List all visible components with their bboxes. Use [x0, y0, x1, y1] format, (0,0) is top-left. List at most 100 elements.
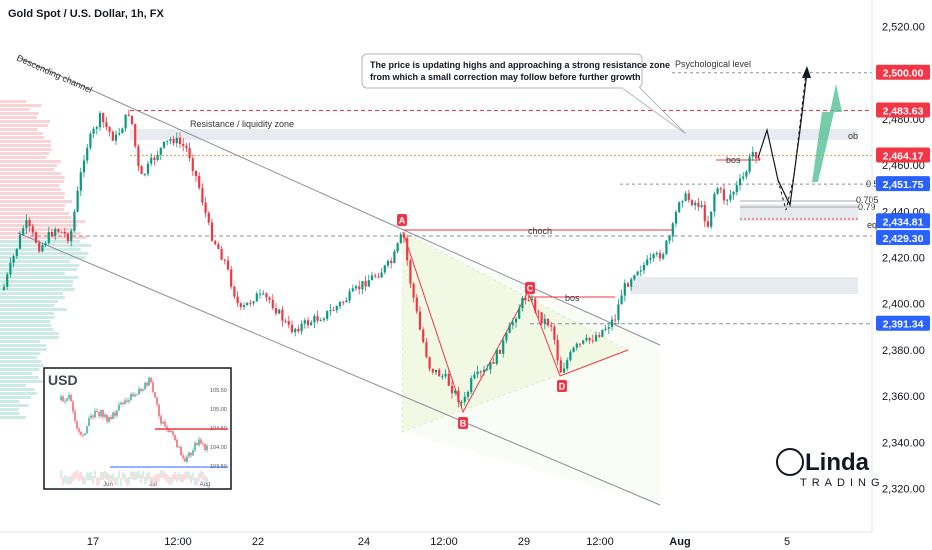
volume-profile-bar: [0, 160, 61, 163]
brand-text: Linda: [805, 449, 870, 476]
volume-profile-bar: [0, 380, 43, 383]
inset-volume-bar: [158, 473, 160, 482]
volume-profile-bar: [0, 280, 74, 283]
inset-volume-bar: [90, 472, 92, 481]
volume-profile-bar: [0, 332, 60, 335]
candle-body: [367, 280, 370, 287]
candle-body: [342, 302, 345, 304]
candle-body: [687, 193, 690, 201]
price-tag: [876, 102, 930, 118]
inset-volume-bar: [180, 474, 182, 483]
candle-body: [633, 275, 636, 280]
candle-body: [412, 283, 415, 298]
candle-body: [185, 145, 188, 148]
candle-body: [543, 318, 546, 324]
green-up-arrow: [812, 84, 842, 182]
inset-volume-bar: [128, 476, 130, 485]
volume-profile-bar: [0, 192, 65, 195]
volume-profile-bar: [0, 232, 81, 235]
inset-candle-body: [60, 396, 62, 400]
candle-body: [390, 260, 393, 263]
candle-body: [121, 128, 124, 134]
candle-body: [751, 152, 754, 157]
inset-volume-bar: [106, 472, 108, 481]
inset-volume-bar: [184, 471, 186, 480]
candle-body: [630, 279, 633, 287]
inset-candle-body: [184, 458, 186, 462]
candle-body: [156, 154, 159, 160]
price-levels: [30, 72, 872, 325]
candle-body: [201, 187, 204, 203]
candle-body: [265, 293, 268, 298]
candle-body: [172, 138, 175, 144]
abcd-markers: A B C D: [397, 214, 567, 429]
inset-volume-bar: [88, 472, 90, 481]
candle-body: [226, 260, 230, 270]
candle-body: [658, 252, 662, 259]
inset-y-label: 105.00: [210, 407, 227, 413]
inset-candle-body: [72, 401, 74, 412]
price-tag: [876, 315, 930, 331]
candle-body: [79, 172, 82, 191]
candle-body: [86, 147, 89, 161]
inset-volume-bar: [152, 477, 154, 486]
candle-body: [383, 265, 386, 273]
candle-body: [607, 327, 610, 329]
volume-profile-bar: [0, 348, 47, 351]
price-tag-label: 2,500.00: [883, 68, 924, 80]
inset-candle-body: [154, 392, 156, 398]
candle-body: [214, 240, 217, 245]
inset-candle-body: [118, 404, 120, 411]
candle-body: [553, 326, 556, 340]
candle-body: [290, 324, 294, 333]
ob-label: ob: [848, 131, 858, 141]
inset-volume-bar: [100, 471, 102, 480]
candle-body: [351, 288, 354, 292]
inset-volume-bar: [154, 475, 156, 484]
candle-body: [95, 127, 98, 129]
candle-body: [678, 202, 681, 213]
candle-body: [31, 226, 34, 233]
inset-volume-bar: [156, 473, 158, 482]
candle-body: [166, 140, 169, 142]
inset-volume-bar: [138, 470, 140, 479]
candle-body: [159, 147, 162, 155]
candle-body: [281, 309, 284, 321]
resistance-zone-label: Resistance / liquidity zone: [190, 119, 294, 129]
volume-profile-bar: [0, 188, 62, 191]
ob-zone-lower: [740, 204, 858, 221]
x-axis: 17 12:00 22 24 12:00 29 12:00 Aug 5: [87, 536, 790, 548]
x-tick-label: 12:00: [164, 536, 192, 548]
candle-body: [268, 297, 271, 300]
inset-candle-body: [192, 450, 194, 456]
candle-body: [82, 160, 86, 173]
candle-body: [742, 176, 745, 179]
candle-body: [460, 402, 463, 404]
inset-candle-body: [146, 382, 148, 386]
bos-label-top: bos: [726, 155, 741, 165]
inset-candle-body: [112, 412, 114, 420]
inset-candle-body: [116, 410, 118, 416]
fib-079-label: 0.79: [858, 202, 876, 212]
candle-body: [316, 316, 319, 321]
candle-body: [102, 113, 105, 123]
inset-candle-body: [84, 433, 86, 436]
volume-profile-bar: [0, 376, 39, 379]
candle-body: [252, 301, 255, 304]
volume-profile-bar: [0, 396, 32, 399]
volume-profile-bar: [0, 256, 86, 259]
candle-body: [502, 340, 505, 354]
volume-profile-bar: [0, 144, 52, 147]
candle-body: [614, 319, 617, 321]
point-label: C: [527, 284, 534, 294]
candle-body: [562, 368, 566, 373]
inset-volume-bar: [66, 476, 68, 485]
candle-body: [748, 156, 751, 172]
inset-candle-body: [114, 412, 116, 416]
volume-profile-bar: [0, 224, 78, 227]
volume-profile-bar: [0, 292, 64, 295]
inset-y-label: 105.50: [210, 388, 227, 394]
candle-body: [662, 254, 665, 259]
inset-volume-bar: [198, 473, 200, 482]
candle-body: [569, 351, 572, 361]
